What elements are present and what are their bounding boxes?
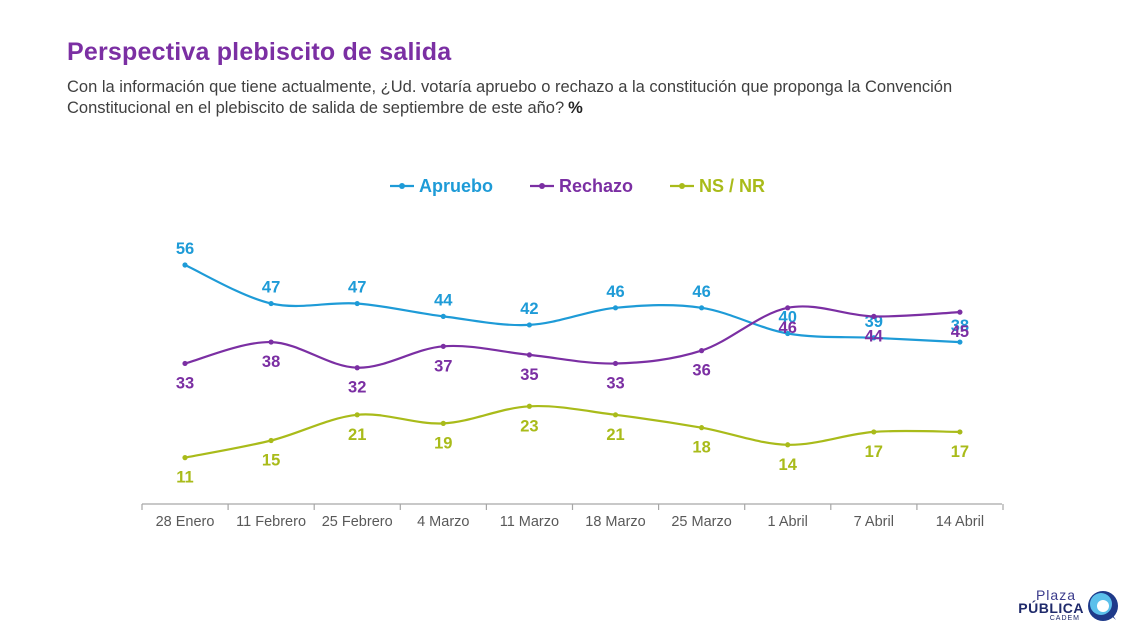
data-label: 47: [262, 279, 280, 297]
x-tick-label: 28 Enero: [156, 514, 215, 530]
data-point: [354, 365, 360, 371]
data-label: 38: [262, 353, 280, 371]
series-line-ns-nr: [184, 404, 960, 459]
data-label: 33: [176, 374, 194, 392]
data-label: 33: [606, 374, 624, 392]
logo-text-publica: PÚBLICA: [1018, 600, 1084, 616]
plaza-publica-cadem-logo: Plaza PÚBLICA CADEM: [1010, 587, 1120, 627]
data-point: [440, 420, 446, 426]
chart-title: Perspectiva plebiscito de salida: [67, 38, 452, 66]
legend-swatch-1: [529, 183, 554, 189]
data-label: 42: [520, 300, 538, 318]
data-label: 36: [692, 362, 710, 380]
data-point: [871, 429, 877, 435]
legend-item-1: Rechazo: [529, 175, 633, 197]
legend-swatch-2: [670, 183, 694, 189]
x-tick-label: 7 Abril: [854, 514, 894, 530]
data-label: 14: [779, 456, 798, 474]
data-point: [871, 335, 877, 341]
legend-item-2: NS / NR: [669, 175, 765, 197]
data-point: [354, 300, 360, 307]
legend-item-0: Apruebo: [389, 175, 493, 197]
data-label: 44: [434, 291, 453, 309]
data-point: [182, 262, 188, 268]
x-tick-label: 18 Marzo: [585, 514, 645, 530]
data-point: [957, 339, 963, 345]
x-tick-label: 11 Febrero: [236, 514, 306, 530]
data-point: [871, 313, 877, 319]
data-label: 46: [779, 319, 797, 337]
x-tick-label: 4 Marzo: [417, 514, 469, 530]
data-point: [268, 437, 274, 444]
data-point: [785, 442, 791, 448]
x-tick-label: 1 Abril: [768, 514, 808, 530]
data-point: [785, 330, 791, 337]
data-label: 17: [951, 443, 969, 461]
series-line-rechazo: [184, 305, 960, 369]
legend-label-0: Apruebo: [418, 175, 493, 196]
data-point: [957, 309, 963, 315]
legend-label-2: NS / NR: [699, 175, 766, 196]
data-label: 19: [434, 434, 452, 452]
data-point: [699, 305, 705, 311]
data-point: [785, 305, 791, 311]
chart-subtitle: Con la información que tiene actualmente…: [67, 77, 1027, 119]
data-label: 11: [176, 469, 193, 487]
data-point: [699, 348, 705, 354]
data-point: [699, 425, 705, 431]
data-point: [268, 300, 274, 307]
data-label: 46: [606, 283, 624, 301]
data-label: 35: [520, 366, 538, 384]
data-label: 44: [865, 327, 884, 345]
data-point: [354, 412, 360, 418]
data-point: [526, 352, 533, 358]
data-point: [182, 360, 188, 367]
legend-swatch-0: [389, 183, 414, 189]
x-tick-label: 14 Abril: [936, 514, 984, 530]
legend-label-1: Rechazo: [558, 175, 633, 196]
data-point: [526, 403, 533, 409]
logo-text-cadem: CADEM: [1049, 615, 1080, 622]
x-tick-label: 25 Febrero: [322, 514, 393, 530]
data-point: [440, 343, 446, 349]
data-label: 17: [865, 443, 883, 461]
data-label: 32: [348, 379, 366, 397]
data-point: [440, 313, 446, 319]
data-label: 40: [779, 309, 797, 327]
logo-mark-icon: [1088, 591, 1118, 621]
data-point: [957, 429, 963, 435]
line-chart: 28 Enero 11 Febrero 25 Febrero 4 Marzo 11 Ma…: [141, 240, 1004, 530]
x-tick-label: 25 Marzo: [671, 514, 731, 530]
series-line-apruebo: [184, 264, 960, 344]
data-label: 21: [606, 426, 624, 444]
data-label: 21: [348, 426, 366, 444]
data-label: 38: [951, 317, 969, 335]
data-label: 23: [520, 417, 538, 435]
data-point: [612, 305, 619, 311]
data-label: 18: [692, 439, 710, 457]
data-label: 45: [951, 323, 969, 341]
subtitle-text: Con la información que tiene actualmente…: [67, 78, 953, 117]
unit-label: %: [568, 99, 583, 117]
data-label: 46: [692, 283, 710, 301]
data-point: [268, 339, 274, 345]
data-point: [182, 455, 188, 461]
data-label: 56: [176, 240, 194, 258]
data-label: 37: [434, 357, 452, 375]
data-label: 15: [262, 452, 280, 470]
data-label: 47: [348, 279, 366, 297]
x-tick-label: 11 Marzo: [500, 514, 559, 530]
legend: Apruebo Rechazo NS / NR: [0, 175, 1140, 197]
data-point: [612, 412, 619, 418]
logo-text-plaza: Plaza: [1035, 587, 1076, 603]
data-point: [612, 360, 619, 367]
data-point: [526, 322, 533, 328]
